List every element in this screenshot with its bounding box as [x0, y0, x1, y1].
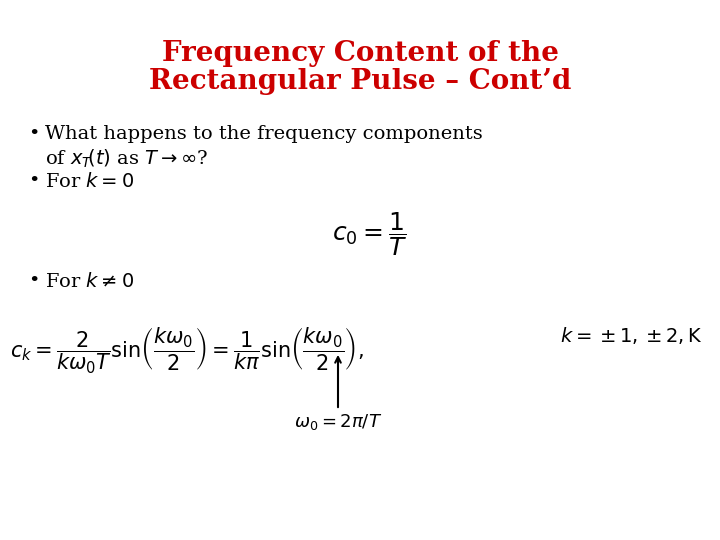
Text: Rectangular Pulse – Cont’d: Rectangular Pulse – Cont’d	[149, 68, 571, 95]
Text: For $k \neq 0$: For $k \neq 0$	[45, 272, 134, 291]
Text: $k = \pm 1, \pm 2, \mathrm{K}$: $k = \pm 1, \pm 2, \mathrm{K}$	[560, 325, 703, 346]
Text: of $x_T\!(t)$ as $T \rightarrow \infty$?: of $x_T\!(t)$ as $T \rightarrow \infty$?	[45, 148, 208, 170]
Text: Frequency Content of the: Frequency Content of the	[161, 40, 559, 67]
Text: What happens to the frequency components: What happens to the frequency components	[45, 125, 482, 143]
Text: For $k = 0$: For $k = 0$	[45, 172, 134, 191]
Text: •: •	[28, 272, 40, 290]
Text: $c_k = \dfrac{2}{k\omega_0 T}\sin\!\left(\dfrac{k\omega_0}{2}\right) = \dfrac{1}: $c_k = \dfrac{2}{k\omega_0 T}\sin\!\left…	[10, 325, 364, 376]
Text: $\omega_0 = 2\pi / T$: $\omega_0 = 2\pi / T$	[294, 412, 382, 432]
Text: $c_0 = \dfrac{1}{T}$: $c_0 = \dfrac{1}{T}$	[333, 210, 408, 258]
Text: •: •	[28, 125, 40, 143]
Text: •: •	[28, 172, 40, 190]
